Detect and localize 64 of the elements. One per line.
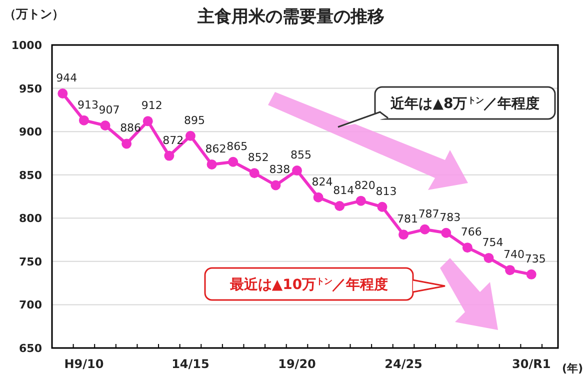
- point: [292, 166, 302, 176]
- x-tick-label: H9/10: [64, 357, 104, 371]
- data-label: 824: [312, 175, 333, 188]
- data-label: 813: [376, 184, 397, 198]
- data-label: 787: [418, 207, 440, 220]
- data-label: 820: [354, 178, 376, 192]
- data-label: 783: [440, 210, 461, 224]
- data-label: 735: [524, 252, 546, 266]
- x-tick-label: 14/15: [172, 357, 210, 371]
- y-tick-label: 850: [19, 168, 42, 182]
- point: [249, 168, 260, 178]
- point: [58, 88, 68, 98]
- data-label: 912: [141, 99, 162, 112]
- point: [398, 230, 409, 240]
- x-axis-title: (年): [562, 362, 583, 375]
- data-label: 907: [98, 104, 120, 117]
- point: [206, 159, 217, 170]
- data-label: 766: [460, 226, 482, 239]
- x-tick-label: 24/25: [384, 357, 422, 371]
- data-label: 855: [290, 148, 312, 162]
- point: [164, 150, 174, 161]
- data-label: 872: [162, 134, 184, 147]
- point: [334, 201, 345, 212]
- y-axis-title: （万トン）: [4, 7, 64, 21]
- data-label: 754: [482, 236, 504, 249]
- annotation: 最近は▲10万$^{トン}$／年程度: [228, 276, 388, 293]
- point: [270, 180, 281, 190]
- point: [100, 120, 110, 131]
- point: [505, 265, 516, 276]
- y-tick-label: 1000: [11, 39, 42, 52]
- y-tick-label: 750: [19, 255, 42, 268]
- point: [484, 252, 494, 263]
- point: [142, 116, 153, 126]
- point: [313, 192, 324, 202]
- y-tick-label: 900: [19, 126, 42, 139]
- data-label: 886: [120, 122, 142, 135]
- point: [420, 224, 430, 234]
- data-label: 740: [504, 248, 525, 262]
- data-label: 852: [248, 151, 269, 164]
- point: [228, 156, 238, 167]
- data-label: 862: [205, 142, 226, 156]
- point: [185, 130, 196, 141]
- data-label: 865: [226, 140, 248, 153]
- point: [526, 269, 536, 280]
- y-tick-label: 800: [19, 212, 42, 226]
- chart-title: 主食用米の需要量の推移: [196, 7, 384, 27]
- point: [462, 242, 472, 253]
- data-label: 895: [184, 114, 205, 127]
- annotation: 近年は▲8万$^{トン}$／年程度: [390, 95, 540, 112]
- point: [78, 115, 89, 126]
- data-label: 781: [397, 212, 418, 226]
- data-label: 913: [77, 98, 98, 112]
- point: [441, 228, 452, 238]
- y-tick-label: 700: [19, 298, 42, 312]
- x-tick-label: 19/20: [278, 357, 316, 371]
- data-label: 814: [333, 184, 354, 198]
- data-label: 944: [56, 71, 78, 84]
- x-tick-label: 30/R1: [512, 357, 551, 371]
- data-label: 838: [269, 163, 290, 176]
- point: [356, 196, 366, 206]
- y-tick-label: 950: [19, 82, 42, 96]
- point: [377, 202, 388, 212]
- point: [122, 138, 132, 149]
- y-tick-label: 650: [19, 342, 42, 355]
